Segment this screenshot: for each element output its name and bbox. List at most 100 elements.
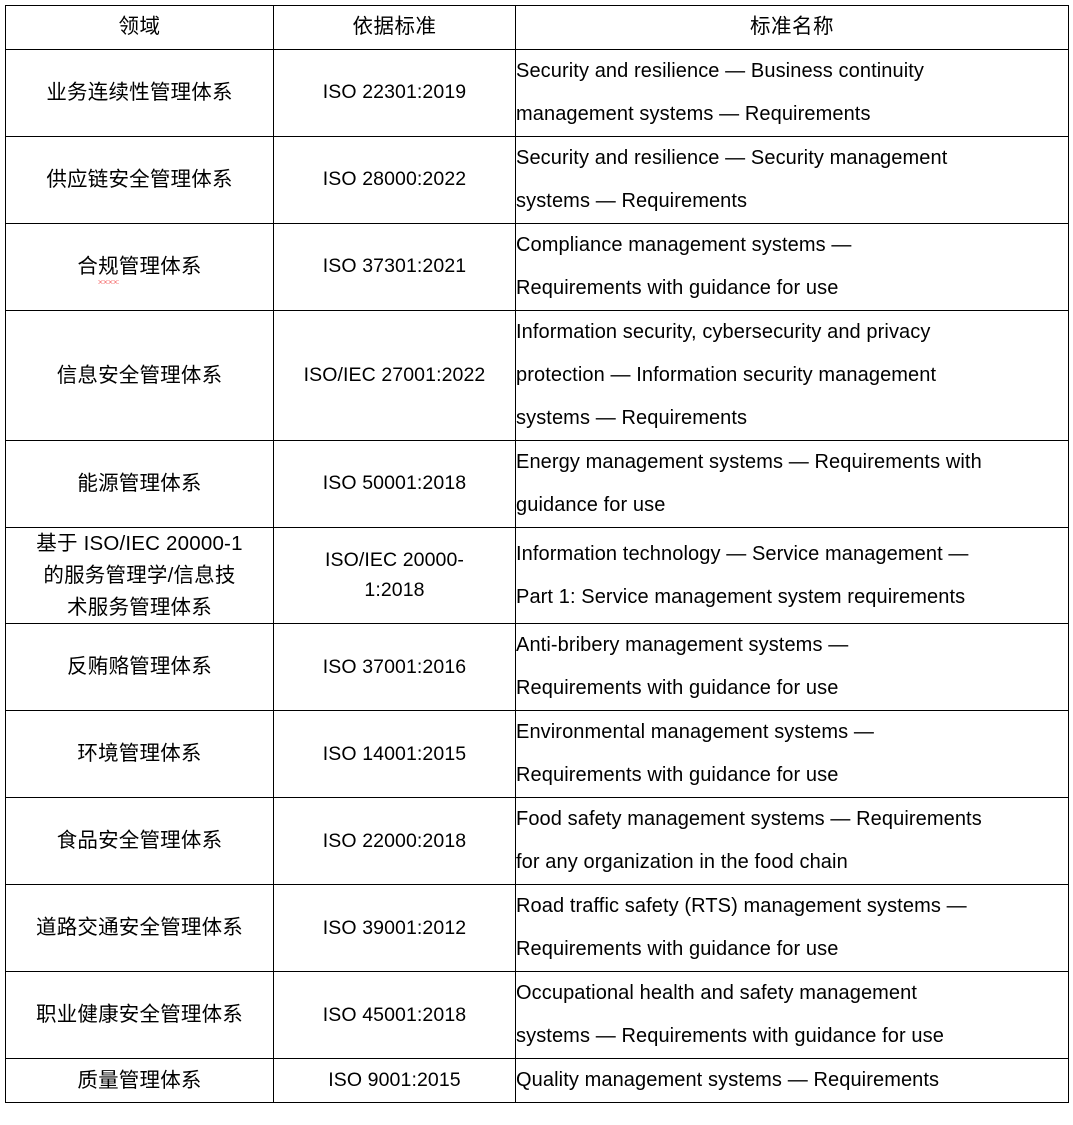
- standard-code-line: ISO 37001:2016: [322, 655, 467, 678]
- standard-code-line: ISO 39001:2012: [322, 916, 467, 939]
- standard-code-line: ISO 50001:2018: [322, 472, 467, 495]
- standard-name-line: Quality management systems — Requirement…: [516, 1069, 940, 1092]
- table-row: 职业健康安全管理体系 ISO 45001:2018 Occupational hea…: [5, 971, 1069, 1060]
- cell-standard-code: ISO 45001:2018: [273, 971, 516, 1060]
- domain-line: 信息安全管理体系: [56, 363, 223, 387]
- spellcheck-underline: 规: [98, 251, 119, 284]
- cell-standard-code: ISO/IEC 27001:2022: [273, 310, 516, 441]
- cell-standard-code: ISO 9001:2015: [273, 1058, 516, 1104]
- standard-code-line: 1:2018: [364, 578, 425, 601]
- table-row: 能源管理体系 ISO 50001:2018 Energy management sy…: [5, 440, 1069, 528]
- table-row: 反贿赂管理体系 ISO 37001:2016 Anti-bribery manage…: [5, 623, 1069, 712]
- cell-standard-name: Energy management systems — Requirements…: [515, 440, 1069, 528]
- table-body: 业务连续性管理体系 ISO 22301:2019 Security and resi…: [5, 49, 1069, 1104]
- cell-standard-name: Quality management systems — Requirement…: [515, 1058, 1069, 1104]
- table-row: 环境管理体系 ISO 14001:2015 Environmental manage…: [5, 710, 1069, 799]
- table-row: 合规管理体系 ISO 37301:2021 Compliance managemen…: [5, 223, 1069, 311]
- cell-domain: 道路交通安全管理体系: [5, 884, 274, 973]
- cell-standard-name: Occupational health and safety managemen…: [515, 971, 1069, 1060]
- cell-domain: 供应链安全管理体系: [5, 136, 274, 224]
- domain-line: 职业健康安全管理体系: [36, 1003, 243, 1027]
- domain-line: 术服务管理体系: [67, 595, 212, 619]
- standard-name-line: Part 1: Service management system requir…: [516, 585, 966, 608]
- standard-name-line: for any organization in the food chain: [516, 851, 848, 874]
- domain-line: 道路交通安全管理体系: [36, 916, 243, 940]
- standard-name-line: systems — Requirements: [516, 407, 748, 429]
- table-row: 供应链安全管理体系 ISO 28000:2022 Security and resi…: [5, 136, 1069, 224]
- standard-code-line: ISO 14001:2015: [322, 742, 467, 765]
- cell-standard-code: ISO 37301:2021: [273, 223, 516, 311]
- cell-standard-name: Information technology — Service managem…: [515, 526, 1069, 625]
- cell-standard-name: Information security, cybersecurity and …: [515, 310, 1069, 441]
- table-row: 食品安全管理体系 ISO 22000:2018 Food safety manage…: [5, 797, 1069, 886]
- column-header-domain: 领域: [5, 5, 274, 50]
- cell-standard-code: ISO 28000:2022: [273, 136, 516, 224]
- standard-name-line: Requirements with guidance for use: [516, 938, 839, 961]
- domain-line: 食品安全管理体系: [56, 829, 223, 853]
- domain-line: 合规管理体系: [6, 251, 273, 284]
- column-header-standard: 依据标准: [273, 5, 516, 50]
- table-row: 业务连续性管理体系 ISO 22301:2019 Security and resi…: [5, 49, 1069, 137]
- cell-standard-name: Security and resilience — Security manag…: [515, 136, 1069, 224]
- standard-name-line: guidance for use: [516, 494, 666, 516]
- cell-standard-name: Food safety management systems — Require…: [515, 797, 1069, 886]
- cell-domain: 职业健康安全管理体系: [5, 971, 274, 1060]
- cell-standard-name: Environmental management systems — Requir…: [515, 710, 1069, 799]
- standard-name-line: Information technology — Service managem…: [516, 542, 969, 565]
- cell-standard-code: ISO 22000:2018: [273, 797, 516, 886]
- standard-code-line: ISO 9001:2015: [328, 1069, 461, 1092]
- standard-code-line: ISO 37301:2021: [322, 255, 467, 278]
- cell-domain: 信息安全管理体系: [5, 310, 274, 441]
- standard-name-line: Information security, cybersecurity and …: [516, 321, 931, 343]
- standard-name-line: Food safety management systems — Require…: [516, 808, 982, 831]
- domain-line: 反贿赂管理体系: [67, 655, 212, 679]
- standard-name-line: Road traffic safety (RTS) management sys…: [516, 895, 967, 918]
- domain-line: 能源管理体系: [77, 472, 202, 496]
- cell-domain: 环境管理体系: [5, 710, 274, 799]
- domain-line: 环境管理体系: [77, 742, 202, 766]
- cell-standard-code: ISO/IEC 20000- 1:2018: [273, 526, 516, 625]
- domain-line: 业务连续性管理体系: [46, 81, 233, 105]
- table-row: 质量管理体系 ISO 9001:2015 Quality management sy…: [5, 1058, 1069, 1104]
- cell-domain: 反贿赂管理体系: [5, 623, 274, 712]
- table-row: 道路交通安全管理体系 ISO 39001:2012 Road traffic saf…: [5, 884, 1069, 973]
- standard-name-line: Anti-bribery management systems —: [516, 634, 849, 657]
- standard-code-line: ISO/IEC 20000-: [324, 549, 465, 572]
- cell-standard-name: Road traffic safety (RTS) management sys…: [515, 884, 1069, 973]
- standard-name-line: management systems — Requirements: [516, 103, 871, 125]
- cell-domain: 基于 ISO/IEC 20000-1 的服务管理学/信息技 术服务管理体系: [5, 526, 274, 625]
- standard-name-line: Compliance management systems —: [516, 234, 852, 256]
- standard-code-line: ISO 28000:2022: [322, 168, 467, 191]
- standards-table: 领域 依据标准 标准名称 业务连续性管理体系 ISO 22301:2019 Secu…: [5, 5, 1069, 1104]
- column-header-standard-name: 标准名称: [515, 5, 1069, 50]
- table-header: 领域 依据标准 标准名称: [5, 5, 1069, 50]
- domain-line: 供应链安全管理体系: [46, 168, 233, 192]
- cell-standard-name: Compliance management systems — Requireme…: [515, 223, 1069, 311]
- standard-name-line: Requirements with guidance for use: [516, 677, 839, 700]
- standard-code-line: ISO 22000:2018: [322, 829, 467, 852]
- standard-name-line: protection — Information security manage…: [516, 364, 937, 386]
- standard-name-line: systems — Requirements with guidance for…: [516, 1025, 944, 1048]
- table-row: 基于 ISO/IEC 20000-1 的服务管理学/信息技 术服务管理体系 ISO/I…: [5, 526, 1069, 625]
- domain-line: 基于 ISO/IEC 20000-1: [36, 532, 243, 555]
- cell-standard-code: ISO 14001:2015: [273, 710, 516, 799]
- standard-name-line: systems — Requirements: [516, 190, 748, 212]
- cell-standard-name: Anti-bribery management systems — Require…: [515, 623, 1069, 712]
- cell-standard-name: Security and resilience — Business conti…: [515, 49, 1069, 137]
- cell-standard-code: ISO 37001:2016: [273, 623, 516, 712]
- cell-domain: 质量管理体系: [5, 1058, 274, 1104]
- standard-name-line: Requirements with guidance for use: [516, 764, 839, 787]
- cell-domain: 能源管理体系: [5, 440, 274, 528]
- standard-name-line: Occupational health and safety managemen…: [516, 982, 918, 1005]
- cell-domain: 食品安全管理体系: [5, 797, 274, 886]
- standard-code-line: ISO/IEC 27001:2022: [303, 363, 486, 386]
- cell-standard-code: ISO 39001:2012: [273, 884, 516, 973]
- standard-name-line: Requirements with guidance for use: [516, 277, 839, 299]
- standard-name-line: Energy management systems — Requirements…: [516, 451, 982, 473]
- cell-domain: 合规管理体系: [5, 223, 274, 311]
- standard-name-line: Security and resilience — Security manag…: [516, 147, 948, 169]
- standard-code-line: ISO 22301:2019: [322, 81, 467, 104]
- cell-standard-code: ISO 50001:2018: [273, 440, 516, 528]
- cell-domain: 业务连续性管理体系: [5, 49, 274, 137]
